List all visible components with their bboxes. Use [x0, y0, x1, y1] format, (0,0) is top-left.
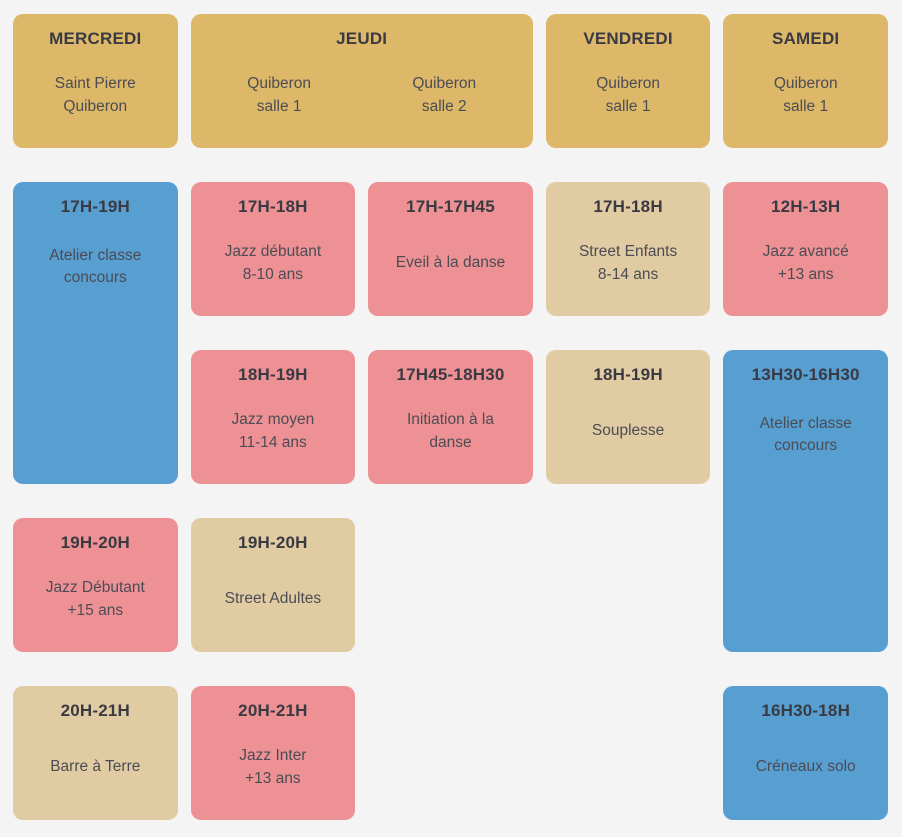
class-time: 17H-19H	[60, 197, 131, 216]
class-card-jazz-debutant-15: 19H-20H Jazz Débutant +15 ans	[13, 518, 178, 652]
class-label: Créneaux solo	[755, 758, 856, 776]
class-label: Atelier classe concours	[759, 414, 852, 454]
class-card-jazz-avance-13: 12H-13H Jazz avancé +13 ans	[723, 182, 888, 316]
class-label: Initiation à la danse	[406, 411, 494, 451]
class-time: 19H-20H	[238, 533, 308, 552]
class-card-barre-a-terre: 20H-21H Barre à Terre	[13, 686, 178, 820]
class-time: 18H-19H	[593, 365, 663, 384]
class-label: Jazz Débutant +15 ans	[45, 579, 145, 619]
class-time: 12H-13H	[770, 197, 841, 216]
class-time: 20H-21H	[60, 701, 131, 720]
day-name: SAMEDI	[772, 29, 840, 48]
class-label: Jazz débutant 8-10 ans	[224, 243, 322, 283]
day-header-jeudi: JEUDI Quiberon salle 1 Quiberon salle 2	[190, 14, 533, 148]
day-location: Quiberon salle 2	[412, 75, 477, 115]
day-location: Quiberon salle 1	[247, 75, 312, 115]
class-card-street-enfants: 17H-18H Street Enfants 8-14 ans	[545, 182, 711, 316]
class-label: Street Adultes	[224, 590, 322, 608]
class-label: Atelier classe concours	[49, 246, 142, 286]
class-label: Jazz moyen 11-14 ans	[231, 411, 315, 451]
class-label: Jazz Inter +13 ans	[239, 747, 307, 787]
class-time: 16H30-18H	[761, 701, 851, 720]
day-location: Saint Pierre Quiberon	[54, 75, 136, 115]
class-card-street-adultes: 19H-20H Street Adultes	[190, 518, 356, 652]
class-card-souplesse: 18H-19H Souplesse	[545, 350, 711, 484]
class-time: 17H45-18H30	[396, 365, 505, 384]
class-label: Souplesse	[591, 422, 665, 440]
class-card-jazz-debutant-8-10: 17H-18H Jazz débutant 8-10 ans	[190, 182, 356, 316]
class-time: 13H30-16H30	[751, 365, 860, 384]
class-time: 18H-19H	[238, 365, 308, 384]
class-card-atelier-concours-samedi: 13H30-16H30 Atelier classe concours	[723, 350, 888, 652]
day-name: MERCREDI	[49, 29, 142, 48]
day-location: Quiberon salle 1	[773, 75, 838, 115]
class-card-jazz-inter-13: 20H-21H Jazz Inter +13 ans	[190, 686, 356, 820]
class-card-initiation-danse: 17H45-18H30 Initiation à la danse	[368, 350, 533, 484]
class-time: 20H-21H	[238, 701, 308, 720]
class-card-atelier-concours-mercredi: 17H-19H Atelier classe concours	[13, 182, 178, 484]
day-header-mercredi: MERCREDI Saint Pierre Quiberon	[13, 14, 178, 148]
day-name: JEUDI	[336, 29, 388, 48]
day-location: Quiberon salle 1	[596, 75, 660, 115]
class-time: 17H-17H45	[406, 197, 495, 216]
class-time: 17H-18H	[593, 197, 663, 216]
class-card-eveil-danse: 17H-17H45 Eveil à la danse	[368, 182, 533, 316]
class-label: Jazz avancé +13 ans	[762, 243, 849, 283]
class-label: Barre à Terre	[50, 758, 141, 776]
class-card-jazz-moyen-11-14: 18H-19H Jazz moyen 11-14 ans	[190, 350, 356, 484]
day-header-vendredi: VENDREDI Quiberon salle 1	[545, 14, 711, 148]
class-label: Eveil à la danse	[395, 254, 506, 272]
class-card-creneaux-solo: 16H30-18H Créneaux solo	[723, 686, 888, 820]
class-time: 19H-20H	[60, 533, 131, 552]
class-time: 17H-18H	[238, 197, 308, 216]
day-name: VENDREDI	[583, 29, 673, 48]
day-header-samedi: SAMEDI Quiberon salle 1	[723, 14, 888, 148]
class-label: Street Enfants 8-14 ans	[578, 243, 678, 283]
